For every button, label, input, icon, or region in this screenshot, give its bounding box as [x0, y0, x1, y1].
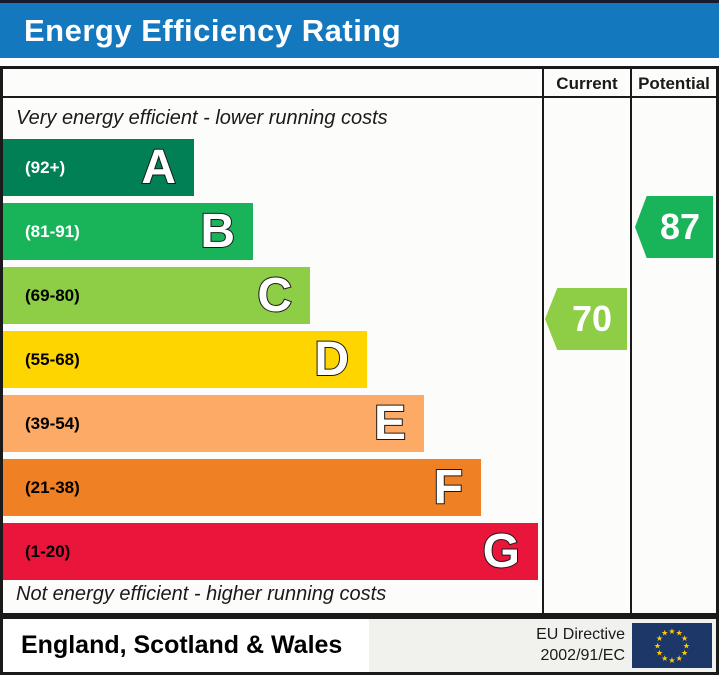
potential-rating-arrow: 87 [635, 196, 713, 258]
band-row: (81-91) B [3, 203, 542, 267]
footer-bar: England, Scotland & Wales EU Directive 2… [0, 616, 719, 675]
band-row: (55-68) D [3, 331, 542, 395]
svg-text:★: ★ [681, 634, 688, 643]
band-row: (39-54) E [3, 395, 542, 459]
current-column-divider [542, 69, 544, 613]
svg-text:★: ★ [656, 634, 663, 643]
band-range-label: (81-91) [25, 221, 80, 241]
svg-text:★: ★ [661, 654, 668, 663]
band-bar: (39-54) E [3, 395, 424, 452]
current-rating-arrow: 70 [545, 288, 627, 350]
rating-bands: (92+) A (81-91) B (69-80) C (55-68) D (3… [3, 139, 542, 587]
band-range-label: (69-80) [25, 285, 80, 305]
band-range-label: (21-38) [25, 477, 80, 497]
potential-rating-value: 87 [659, 206, 701, 247]
caption-very-efficient: Very energy efficient - lower running co… [16, 107, 388, 129]
eu-flag-icon: ★ ★★★★★★★★★★★ [632, 623, 712, 668]
chart-header-row [3, 69, 716, 98]
band-range-label: (92+) [25, 157, 66, 177]
band-bar: (1-20) G [3, 523, 538, 580]
band-bar: (81-91) B [3, 203, 253, 260]
band-letter: D [313, 332, 350, 387]
svg-text:★: ★ [676, 654, 683, 663]
eu-directive-label: EU Directive 2002/91/EC [536, 625, 625, 667]
band-range-label: (39-54) [25, 413, 80, 433]
svg-text:★: ★ [681, 649, 688, 658]
svg-text:★: ★ [661, 629, 668, 638]
region-label: England, Scotland & Wales [21, 631, 343, 659]
energy-rating-chart: Current Potential Very energy efficient … [0, 66, 719, 616]
potential-column-header: Potential [638, 74, 710, 93]
current-rating-value: 70 [571, 298, 613, 339]
title-bar: Energy Efficiency Rating [0, 0, 719, 58]
svg-text:★: ★ [676, 629, 683, 638]
band-bar: (21-38) F [3, 459, 481, 516]
band-row: (92+) A [3, 139, 542, 203]
band-bar: (55-68) D [3, 331, 367, 388]
band-letter: B [199, 204, 236, 259]
band-row: (21-38) F [3, 459, 542, 523]
band-range-label: (1-20) [25, 541, 71, 561]
band-letter: F [433, 460, 464, 515]
band-letter: C [256, 268, 293, 323]
footer-directive-panel: EU Directive 2002/91/EC ★ ★ ★ ★ ★ ★ ★ ★ ★ ★ ★ ★ [369, 619, 716, 672]
band-letter: A [140, 140, 177, 195]
band-row: (1-20) G [3, 523, 542, 587]
svg-text:★: ★ [683, 641, 690, 650]
caption-not-efficient: Not energy efficient - higher running co… [16, 583, 387, 605]
band-row: (69-80) C [3, 267, 542, 331]
eu-directive-line2: 2002/91/EC [540, 646, 625, 664]
svg-text:★: ★ [668, 656, 675, 665]
eu-directive-line1: EU Directive [536, 625, 625, 643]
band-letter: G [482, 524, 521, 579]
band-range-label: (55-68) [25, 349, 80, 369]
svg-text:★: ★ [654, 641, 661, 650]
svg-text:★: ★ [656, 649, 663, 658]
svg-text:★: ★ [668, 627, 675, 636]
page-title: Energy Efficiency Rating [24, 12, 402, 48]
potential-column-divider [630, 69, 632, 613]
current-column-header: Current [556, 74, 618, 93]
band-bar: (92+) A [3, 139, 194, 196]
band-bar: (69-80) C [3, 267, 310, 324]
band-letter: E [373, 396, 407, 451]
